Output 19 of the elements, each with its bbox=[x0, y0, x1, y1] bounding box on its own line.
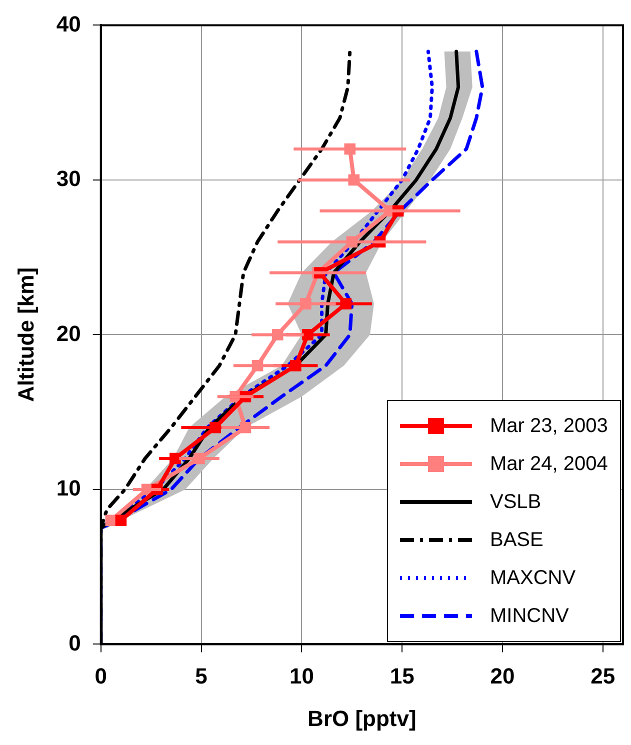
legend-label: Mar 23, 2003 bbox=[490, 414, 608, 438]
y-tick-label: 0 bbox=[68, 630, 81, 656]
x-tick-label: 25 bbox=[590, 663, 616, 688]
x-tick-label: 20 bbox=[490, 663, 515, 688]
legend-label: VSLB bbox=[490, 490, 542, 514]
y-tick-label: 20 bbox=[56, 320, 81, 346]
legend-label: BASE bbox=[490, 528, 544, 552]
x-tick-label: 15 bbox=[390, 663, 414, 688]
legend-label: MAXCNV bbox=[490, 566, 576, 590]
y-tick-label: 10 bbox=[56, 476, 81, 501]
y-tick-label: 40 bbox=[56, 11, 81, 36]
y-axis-title: Altitude [km] bbox=[13, 267, 38, 402]
legend-label: Mar 24, 2004 bbox=[490, 452, 608, 476]
legend-label: MINCNV bbox=[490, 604, 569, 628]
x-axis-title: BrO [pptv] bbox=[308, 706, 416, 731]
x-tick-label: 5 bbox=[195, 663, 208, 688]
x-tick-label: 10 bbox=[289, 663, 314, 688]
x-tick-label: 0 bbox=[94, 663, 107, 688]
y-tick-label: 30 bbox=[56, 166, 81, 192]
